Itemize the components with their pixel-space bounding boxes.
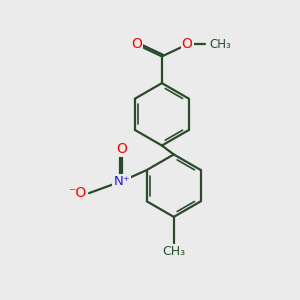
Text: ⁻O: ⁻O — [68, 186, 86, 200]
Text: N⁺: N⁺ — [113, 175, 130, 188]
Text: CH₃: CH₃ — [209, 38, 231, 51]
Text: O: O — [182, 38, 193, 52]
Text: CH₃: CH₃ — [162, 244, 185, 258]
Text: O: O — [116, 142, 127, 155]
Text: O: O — [131, 38, 142, 52]
